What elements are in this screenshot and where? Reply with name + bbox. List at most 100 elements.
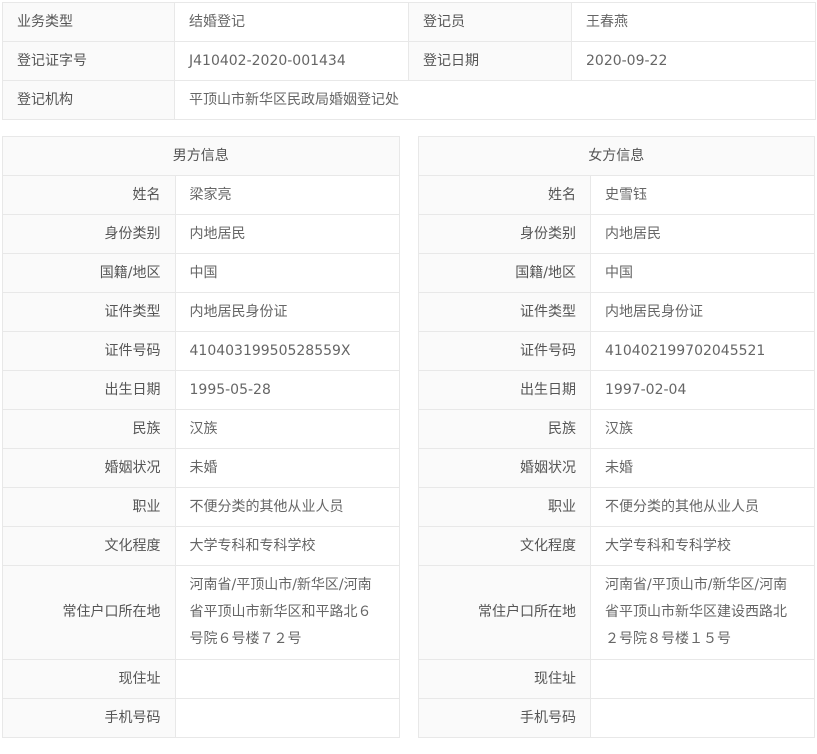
female-identity-type-value: 内地居民 [590, 214, 815, 254]
male-info-body: 男方信息 姓名 梁家亮 身份类别 内地居民 国籍/地区 中国 证件类型 内地居民… [3, 137, 400, 738]
female-birthdate-value: 1997-02-04 [590, 370, 815, 410]
female-info-panel: 女方信息 姓名 史雪钰 身份类别 内地居民 国籍/地区 中国 证件类型 内地居民… [417, 136, 815, 738]
table-row: 登记机构 平顶山市新华区民政局婚姻登记处 [2, 80, 816, 120]
registration-summary-table: 业务类型 结婚登记 登记员 王春燕 登记证字号 J410402-2020-001… [2, 2, 816, 120]
female-birthdate-label: 出生日期 [418, 370, 591, 410]
female-identity-type-label: 身份类别 [418, 214, 591, 254]
male-occupation-value: 不便分类的其他从业人员 [175, 487, 400, 527]
section-header-row: 女方信息 [418, 137, 815, 176]
female-occupation-label: 职业 [418, 487, 591, 527]
male-household-address-value: 河南省/平顶山市/新华区/河南省平顶山市新华区和平路北６号院６号楼７２号 [175, 565, 400, 660]
section-header-row: 男方信息 [3, 137, 400, 176]
table-row: 证件类型 内地居民身份证 [3, 292, 400, 332]
table-row: 证件号码 410402199702045521 [418, 331, 815, 371]
table-row: 证件类型 内地居民身份证 [418, 292, 815, 332]
male-current-address-value [175, 659, 400, 699]
male-info-table: 男方信息 姓名 梁家亮 身份类别 内地居民 国籍/地区 中国 证件类型 内地居民… [3, 137, 400, 738]
table-row: 身份类别 内地居民 [3, 214, 400, 254]
female-marital-status-value: 未婚 [590, 448, 815, 488]
male-ethnicity-label: 民族 [3, 409, 176, 449]
female-section-title: 女方信息 [418, 137, 815, 176]
table-row: 业务类型 结婚登记 登记员 王春燕 [2, 2, 816, 42]
female-info-table: 女方信息 姓名 史雪钰 身份类别 内地居民 国籍/地区 中国 证件类型 内地居民… [418, 137, 815, 738]
table-row: 身份类别 内地居民 [418, 214, 815, 254]
female-current-address-value [590, 659, 815, 699]
male-nationality-label: 国籍/地区 [3, 253, 176, 293]
female-phone-value [590, 698, 815, 738]
female-occupation-value: 不便分类的其他从业人员 [590, 487, 815, 527]
female-id-type-label: 证件类型 [418, 292, 591, 332]
male-identity-type-value: 内地居民 [175, 214, 400, 254]
table-row: 现住址 [418, 659, 815, 699]
male-birthdate-value: 1995-05-28 [175, 370, 400, 410]
female-education-label: 文化程度 [418, 526, 591, 566]
table-row: 婚姻状况 未婚 [418, 448, 815, 488]
male-id-number-value: 41040319950528559X [175, 331, 400, 371]
table-row: 文化程度 大学专科和专科学校 [3, 526, 400, 566]
table-row: 出生日期 1997-02-04 [418, 370, 815, 410]
male-phone-label: 手机号码 [3, 698, 176, 738]
male-phone-value [175, 698, 400, 738]
male-id-number-label: 证件号码 [3, 331, 176, 371]
table-row: 职业 不便分类的其他从业人员 [418, 487, 815, 527]
female-id-type-value: 内地居民身份证 [590, 292, 815, 332]
female-current-address-label: 现住址 [418, 659, 591, 699]
male-section-title: 男方信息 [3, 137, 400, 176]
table-row: 国籍/地区 中国 [418, 253, 815, 293]
female-phone-label: 手机号码 [418, 698, 591, 738]
registration-date-value: 2020-09-22 [571, 41, 816, 81]
male-current-address-label: 现住址 [3, 659, 176, 699]
female-name-label: 姓名 [418, 175, 591, 215]
female-marital-status-label: 婚姻状况 [418, 448, 591, 488]
male-ethnicity-value: 汉族 [175, 409, 400, 449]
table-row: 姓名 梁家亮 [3, 175, 400, 215]
business-type-label: 业务类型 [2, 2, 175, 42]
female-education-value: 大学专科和专科学校 [590, 526, 815, 566]
female-ethnicity-label: 民族 [418, 409, 591, 449]
registrar-value: 王春燕 [571, 2, 816, 42]
registration-summary-body: 业务类型 结婚登记 登记员 王春燕 登记证字号 J410402-2020-001… [2, 2, 816, 120]
table-row: 文化程度 大学专科和专科学校 [418, 526, 815, 566]
registration-agency-value: 平顶山市新华区民政局婚姻登记处 [174, 80, 816, 120]
male-identity-type-label: 身份类别 [3, 214, 176, 254]
male-id-type-value: 内地居民身份证 [175, 292, 400, 332]
female-household-address-label: 常住户口所在地 [418, 565, 591, 660]
table-row: 现住址 [3, 659, 400, 699]
table-row: 姓名 史雪钰 [418, 175, 815, 215]
certificate-number-label: 登记证字号 [2, 41, 175, 81]
female-name-value: 史雪钰 [590, 175, 815, 215]
male-household-address-label: 常住户口所在地 [3, 565, 176, 660]
female-id-number-label: 证件号码 [418, 331, 591, 371]
male-education-value: 大学专科和专科学校 [175, 526, 400, 566]
table-row: 婚姻状况 未婚 [3, 448, 400, 488]
male-marital-status-value: 未婚 [175, 448, 400, 488]
male-birthdate-label: 出生日期 [3, 370, 176, 410]
female-info-body: 女方信息 姓名 史雪钰 身份类别 内地居民 国籍/地区 中国 证件类型 内地居民… [418, 137, 815, 738]
male-name-label: 姓名 [3, 175, 176, 215]
table-row: 民族 汉族 [3, 409, 400, 449]
table-row: 常住户口所在地 河南省/平顶山市/新华区/河南省平顶山市新华区和平路北６号院６号… [3, 565, 400, 660]
table-row: 出生日期 1995-05-28 [3, 370, 400, 410]
registration-date-label: 登记日期 [408, 41, 572, 81]
male-marital-status-label: 婚姻状况 [3, 448, 176, 488]
male-name-value: 梁家亮 [175, 175, 400, 215]
certificate-number-value: J410402-2020-001434 [174, 41, 409, 81]
party-info-panels: 男方信息 姓名 梁家亮 身份类别 内地居民 国籍/地区 中国 证件类型 内地居民… [2, 136, 815, 738]
registration-agency-label: 登记机构 [2, 80, 175, 120]
table-row: 手机号码 [418, 698, 815, 738]
male-occupation-label: 职业 [3, 487, 176, 527]
registrar-label: 登记员 [408, 2, 572, 42]
male-education-label: 文化程度 [3, 526, 176, 566]
table-row: 证件号码 41040319950528559X [3, 331, 400, 371]
table-row: 手机号码 [3, 698, 400, 738]
table-row: 国籍/地区 中国 [3, 253, 400, 293]
business-type-value: 结婚登记 [174, 2, 409, 42]
male-info-panel: 男方信息 姓名 梁家亮 身份类别 内地居民 国籍/地区 中国 证件类型 内地居民… [2, 136, 400, 738]
table-row: 职业 不便分类的其他从业人员 [3, 487, 400, 527]
male-nationality-value: 中国 [175, 253, 400, 293]
table-row: 民族 汉族 [418, 409, 815, 449]
male-id-type-label: 证件类型 [3, 292, 176, 332]
female-nationality-label: 国籍/地区 [418, 253, 591, 293]
table-row: 登记证字号 J410402-2020-001434 登记日期 2020-09-2… [2, 41, 816, 81]
female-nationality-value: 中国 [590, 253, 815, 293]
